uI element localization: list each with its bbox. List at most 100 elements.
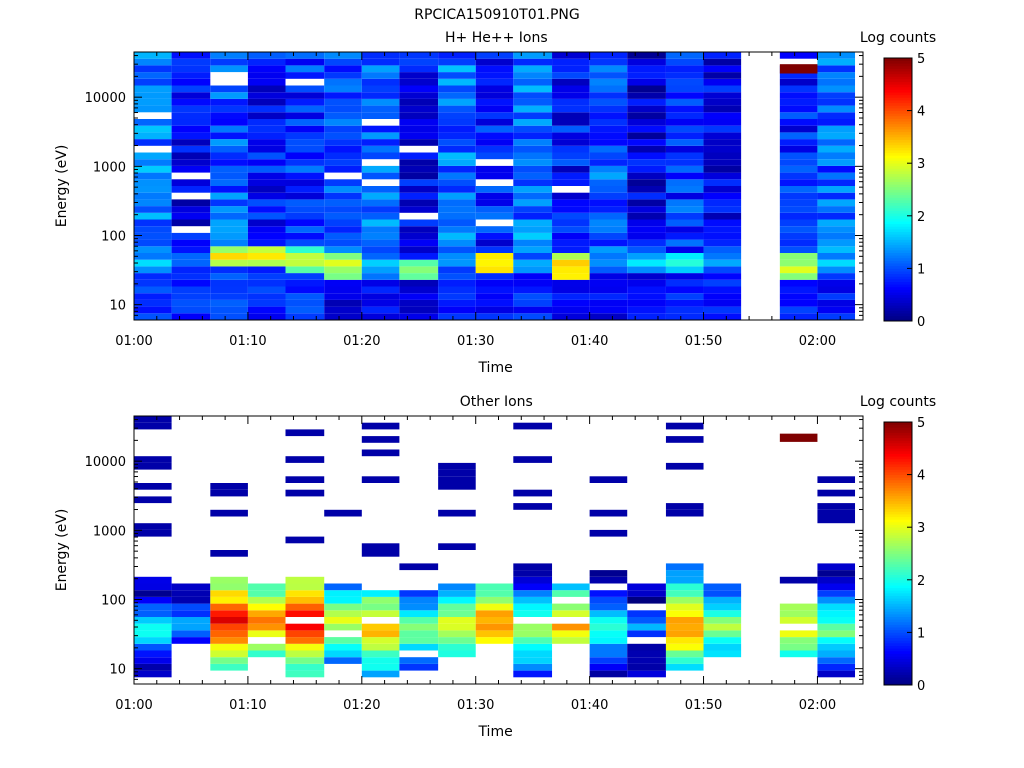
heatmap-cell bbox=[210, 226, 248, 233]
heatmap-cell bbox=[210, 623, 248, 631]
heatmap-cell bbox=[324, 583, 362, 591]
panel-title: H+ He++ Ions bbox=[445, 30, 548, 46]
colorbar-segment bbox=[884, 577, 912, 581]
heatmap-cell bbox=[399, 72, 439, 79]
heatmap-cell bbox=[171, 125, 211, 133]
heatmap-cell bbox=[513, 219, 553, 227]
heatmap-cell bbox=[134, 650, 172, 658]
heatmap-cell bbox=[171, 623, 211, 631]
heatmap-cell bbox=[665, 65, 704, 73]
heatmap-cell bbox=[627, 52, 666, 59]
heatmap-cell bbox=[210, 186, 248, 193]
colorbar-segment bbox=[884, 273, 912, 277]
colorbar-segment bbox=[884, 493, 912, 497]
heatmap-cell bbox=[589, 509, 628, 517]
heatmap-cell bbox=[589, 279, 628, 287]
heatmap-cell bbox=[285, 476, 325, 483]
heatmap-cell bbox=[779, 286, 818, 294]
heatmap-cell bbox=[475, 596, 514, 604]
heatmap-cell bbox=[285, 279, 325, 287]
heatmap-cell bbox=[627, 253, 666, 260]
heatmap-cell bbox=[324, 219, 362, 227]
heatmap-cell bbox=[627, 92, 666, 99]
colorbar-segment bbox=[884, 514, 912, 518]
heatmap-cell bbox=[589, 246, 628, 253]
heatmap-cell bbox=[552, 212, 590, 220]
colorbar-segment bbox=[884, 94, 912, 98]
heatmap-cell bbox=[399, 226, 439, 233]
heatmap-cell bbox=[285, 52, 325, 59]
colorbar-segment bbox=[884, 215, 912, 219]
colorbar-segment bbox=[884, 115, 912, 119]
heatmap-cell bbox=[817, 139, 856, 146]
heatmap-cell bbox=[210, 65, 248, 73]
heatmap-cell bbox=[399, 105, 439, 113]
heatmap-cell bbox=[817, 630, 856, 638]
heatmap-cell bbox=[285, 179, 325, 186]
heatmap-cell bbox=[285, 125, 325, 133]
heatmap-cell bbox=[438, 112, 476, 119]
heatmap-cell bbox=[134, 416, 172, 423]
heatmap-cell bbox=[665, 643, 704, 651]
x-tick-label: 01:50 bbox=[685, 334, 722, 349]
heatmap-cell bbox=[247, 596, 286, 604]
heatmap-cell bbox=[361, 590, 400, 597]
heatmap-cell bbox=[552, 125, 590, 133]
heatmap-cell bbox=[247, 630, 286, 638]
heatmap-cell bbox=[134, 226, 172, 233]
colorbar-segment bbox=[884, 239, 912, 243]
heatmap-cell bbox=[589, 105, 628, 113]
colorbar-segment bbox=[884, 76, 912, 80]
heatmap-cell bbox=[665, 186, 704, 193]
heatmap-cell bbox=[817, 206, 856, 213]
colorbar-segment bbox=[884, 318, 912, 322]
heatmap-cell bbox=[324, 159, 362, 166]
heatmap-cell bbox=[171, 286, 211, 294]
heatmap-cell bbox=[817, 246, 856, 253]
heatmap-cell bbox=[475, 313, 514, 320]
colorbar-segment bbox=[884, 495, 912, 499]
heatmap-cell bbox=[703, 78, 742, 86]
heatmap-cell bbox=[438, 630, 476, 638]
colorbar-segment bbox=[884, 437, 912, 441]
heatmap-cell bbox=[665, 192, 704, 200]
heatmap-cell bbox=[475, 112, 514, 119]
heatmap-cell bbox=[627, 226, 666, 233]
heatmap-cell bbox=[475, 72, 514, 79]
heatmap-cell bbox=[324, 119, 362, 126]
colorbar-segment bbox=[884, 550, 912, 554]
colorbar-segment bbox=[884, 427, 912, 431]
heatmap-cell bbox=[475, 246, 514, 253]
heatmap-cell bbox=[247, 286, 286, 294]
colorbar-segment bbox=[884, 236, 912, 240]
heatmap-cell bbox=[438, 617, 476, 624]
heatmap-cell bbox=[399, 279, 439, 287]
heatmap-cell bbox=[703, 293, 742, 300]
colorbar-tick-label: 0 bbox=[917, 315, 925, 330]
colorbar-segment bbox=[884, 645, 912, 649]
heatmap-cell bbox=[134, 529, 172, 537]
heatmap-cell bbox=[589, 65, 628, 73]
heatmap-cell bbox=[210, 550, 248, 557]
heatmap-cell bbox=[171, 145, 211, 153]
heatmap-cell bbox=[513, 637, 553, 644]
heatmap-cell bbox=[703, 186, 742, 193]
heatmap-cell bbox=[210, 145, 248, 153]
colorbar-segment bbox=[884, 58, 912, 62]
colorbar-segment bbox=[884, 60, 912, 64]
colorbar-segment bbox=[884, 635, 912, 639]
heatmap-cell bbox=[134, 273, 172, 280]
heatmap-cell bbox=[552, 286, 590, 294]
heatmap-cell bbox=[247, 165, 286, 173]
heatmap-cell bbox=[513, 570, 553, 577]
heatmap-cell bbox=[552, 313, 590, 320]
colorbar-segment bbox=[884, 102, 912, 106]
heatmap-cell bbox=[665, 603, 704, 611]
heatmap-cell bbox=[513, 199, 553, 207]
heatmap-cell bbox=[210, 630, 248, 638]
heatmap-cell bbox=[627, 58, 666, 66]
heatmap-cell bbox=[779, 273, 818, 280]
colorbar-segment bbox=[884, 682, 912, 686]
heatmap-cell bbox=[361, 112, 400, 119]
heatmap-cell bbox=[399, 152, 439, 160]
